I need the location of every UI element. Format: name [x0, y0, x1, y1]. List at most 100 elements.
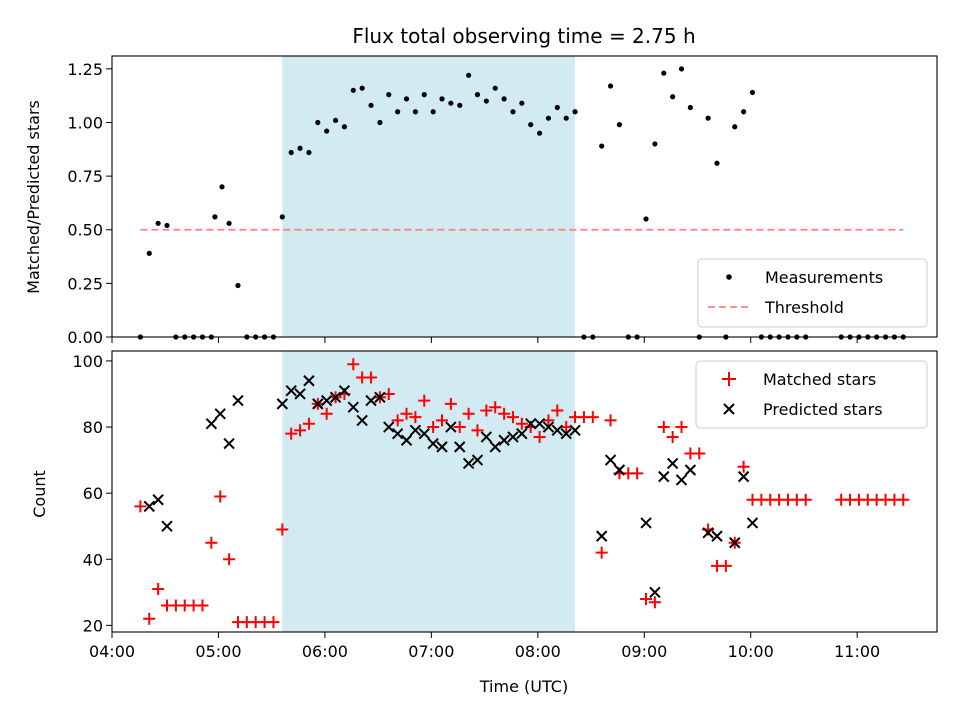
- predicted-star-point: [347, 401, 359, 413]
- predicted-star-point: [711, 530, 723, 542]
- measurement-point: [421, 92, 427, 98]
- measurement-point: [687, 104, 693, 111]
- measurement-point: [212, 214, 218, 220]
- matched-star-point: [560, 421, 573, 434]
- predicted-star-point: [338, 384, 351, 397]
- measurement-point: [616, 122, 623, 128]
- matched-star-point: [409, 411, 422, 424]
- predicted-star-point: [507, 431, 519, 443]
- predicted-star-point: [320, 394, 333, 407]
- predicted-star-point: [303, 375, 315, 387]
- measurement-point: [395, 109, 401, 115]
- predicted-star-point: [595, 530, 608, 542]
- measurement-point: [705, 115, 711, 121]
- measurement-point: [403, 96, 410, 102]
- predicted-star-point: [498, 434, 510, 446]
- top-y-tick-label: 1.25: [67, 60, 103, 79]
- predicted-star-point: [365, 394, 377, 407]
- bottom-x-axis-label: Time (UTC): [479, 677, 568, 696]
- measurement-point: [599, 143, 605, 149]
- top-y-tick-label: 0.75: [67, 167, 103, 186]
- predicted-star-point: [205, 418, 218, 430]
- predicted-star-point: [737, 470, 750, 483]
- legend-measurements-label: Measurements: [765, 268, 883, 287]
- measurement-point: [297, 145, 303, 151]
- matched-star-point: [143, 612, 156, 625]
- measurement-point: [219, 184, 225, 190]
- top-legend: Measurements Threshold: [697, 258, 928, 328]
- legend-predicted-label: Predicted stars: [763, 400, 883, 419]
- predicted-star-point: [445, 421, 457, 433]
- matched-star-point: [799, 493, 812, 506]
- matched-star-point: [498, 407, 511, 420]
- matched-star-point: [533, 430, 546, 443]
- matched-star-point: [347, 358, 360, 371]
- predicted-star-point: [383, 421, 395, 433]
- predicted-star-point: [329, 391, 342, 403]
- bottom-x-tick-label: 05:00: [195, 642, 241, 661]
- top-y-tick-label: 0.50: [67, 221, 103, 240]
- matched-star-point: [267, 616, 280, 629]
- legend-matched-marker: [722, 372, 736, 386]
- top-panel: 0.00 0.25 0.50 0.75 1.00 1.25 Flux total obse…: [24, 24, 938, 347]
- matched-star-point: [666, 430, 679, 443]
- matched-star-point: [453, 421, 466, 434]
- measurement-point: [536, 130, 543, 136]
- measurement-point: [279, 214, 285, 220]
- bottom-x-tick-label: 11:00: [834, 642, 880, 661]
- matched-star-point: [320, 407, 333, 420]
- predicted-star-point: [658, 470, 670, 483]
- measurement-point: [563, 115, 569, 121]
- measurement-point: [439, 96, 445, 102]
- measurement-point: [741, 109, 747, 115]
- predicted-star-point: [480, 431, 493, 443]
- predicted-star-point: [702, 527, 714, 539]
- measurement-point: [554, 104, 560, 111]
- top-shaded-observing-region: [282, 56, 576, 337]
- measurement-point: [661, 70, 667, 76]
- matched-star-point: [719, 559, 732, 572]
- matched-star-point: [276, 523, 289, 536]
- predicted-star-point: [436, 441, 448, 453]
- predicted-star-point: [675, 474, 688, 486]
- bottom-y-axis-label: Count: [30, 470, 49, 518]
- matched-star-point: [897, 493, 910, 506]
- measurement-point: [306, 149, 312, 156]
- measurement-point: [474, 92, 481, 98]
- matched-star-point: [586, 411, 599, 424]
- bottom-x-tick-label: 10:00: [728, 642, 774, 661]
- chart-title: Flux total observing time = 2.75 h: [352, 24, 695, 48]
- matched-star-point: [436, 414, 448, 427]
- predicted-star-point: [312, 398, 324, 410]
- measurement-points: [137, 66, 906, 340]
- bottom-y-tick-label: 20: [83, 616, 103, 635]
- matched-star-point: [604, 414, 617, 427]
- matched-star-point: [515, 417, 528, 430]
- measurement-point: [386, 92, 392, 98]
- bottom-x-tick-label: 09:00: [621, 642, 667, 661]
- matched-star-point: [444, 397, 457, 410]
- predicted-star-point: [454, 441, 466, 453]
- matched-star-point: [657, 421, 670, 434]
- measurement-point: [448, 100, 454, 106]
- measurement-point: [359, 85, 365, 91]
- measurement-point: [146, 250, 152, 256]
- predicted-star-point: [613, 464, 626, 476]
- measurement-point: [235, 282, 241, 289]
- bottom-legend: Matched stars Predicted stars: [695, 360, 928, 429]
- bottom-x-tick-label: 07:00: [408, 642, 454, 661]
- measurement-point: [226, 220, 232, 226]
- predicted-star-point: [418, 427, 430, 440]
- matched-star-point: [489, 401, 502, 414]
- predicted-star-point: [294, 388, 306, 400]
- matched-star-point: [134, 500, 147, 513]
- measurement-point: [412, 109, 418, 115]
- top-y-tick-label: 1.00: [67, 113, 103, 132]
- predicted-star-point: [666, 457, 679, 470]
- measurement-point: [678, 66, 685, 72]
- matched-star-point: [400, 407, 413, 420]
- predicted-star-point: [400, 434, 413, 446]
- bottom-x-tick-label: 08:00: [515, 642, 561, 661]
- predicted-star-point: [374, 391, 386, 403]
- matched-star-point: [152, 583, 165, 596]
